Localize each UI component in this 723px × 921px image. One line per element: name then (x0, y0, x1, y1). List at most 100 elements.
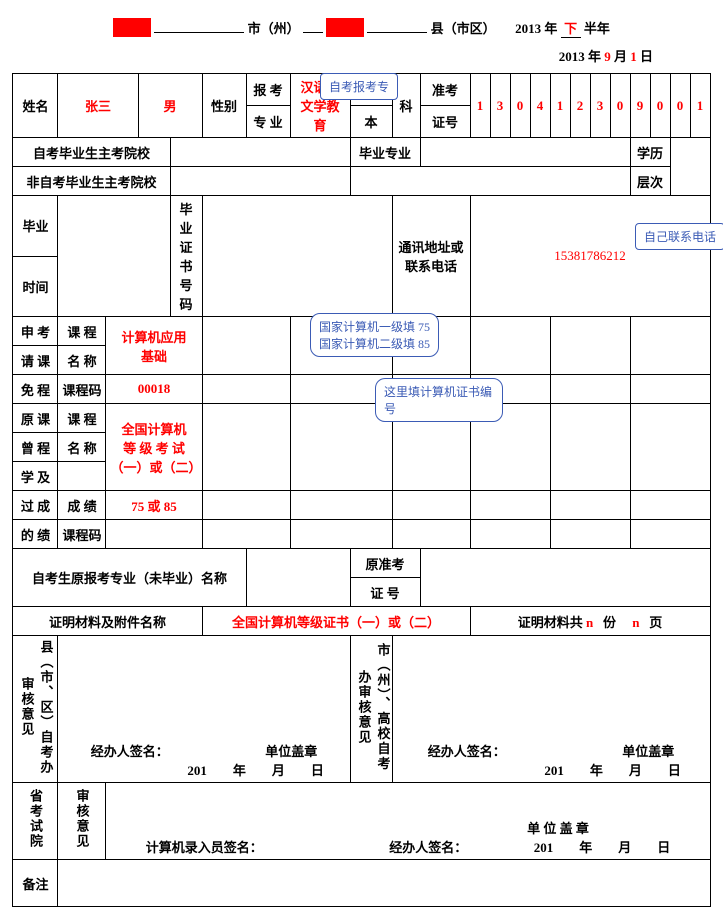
b1-side-3: 免 程 (13, 375, 58, 404)
grad-time-label-2: 时间 (13, 256, 58, 317)
addr-label: 通讯地址或联系电话 (392, 196, 470, 317)
b2-score: 75 或 85 (106, 491, 202, 520)
grad-major-value (420, 138, 630, 167)
prov-label-2: 审核意见 (58, 783, 106, 860)
b2-e2 (202, 520, 290, 549)
materials-label: 证明材料及附件名称 (13, 607, 202, 636)
b2-score-lbl: 成 绩 (58, 491, 106, 520)
phone-value: 15381786212 (470, 196, 710, 317)
remark-value (58, 860, 710, 907)
b1-code: 00018 (106, 375, 202, 404)
b1-d6 (550, 375, 630, 404)
county-review-label: 县（市、区）自考办审核意见 (13, 636, 58, 783)
header-date-line: 2013 年 9 月 1 日 (10, 46, 713, 65)
level-label: 层次 (630, 167, 670, 196)
gender-value: 男 (138, 74, 202, 138)
ticket-6: 3 (590, 74, 610, 138)
grad-time-value (58, 196, 170, 317)
ticket-4: 1 (550, 74, 570, 138)
b1-code-lbl: 课程码 (58, 375, 106, 404)
b1-course-lbl-2: 名 称 (58, 346, 106, 375)
zk-label-2: 本 (350, 106, 392, 138)
red-block-1 (113, 18, 151, 37)
b2-s7 (630, 491, 710, 520)
city-review-box: 经办人签名： 单位盖章 201 年 月 日 (392, 636, 710, 783)
half: 下 (561, 18, 581, 38)
self-exam-school-value (170, 138, 350, 167)
callout-score-hint: 国家计算机一级填 75国家计算机二级填 85 (310, 313, 439, 357)
materials-count: 证明材料共 n 份 n 页 (470, 607, 710, 636)
b2-s3 (290, 491, 392, 520)
remark-label: 备注 (13, 860, 58, 907)
ticket-label-1: 准考 (420, 74, 470, 106)
b2-side-1: 原 课 (13, 404, 58, 433)
prov-label-1: 省考试院 (13, 783, 58, 860)
exam-major-label-2: 专 业 (246, 106, 290, 138)
non-self-exam-school-value (170, 167, 350, 196)
callout-cert-no: 这里填计算机证书编号 (375, 378, 503, 422)
ticket-10: 0 (670, 74, 690, 138)
ticket-9: 0 (650, 74, 670, 138)
callout-phone: 自己联系电话 (635, 223, 723, 250)
b1-side-1: 申 考 (13, 317, 58, 346)
header-region-line: 市（州） 县（市区） 2013 年 下 半年 (10, 18, 713, 38)
callout-exam-major: 自考报考专 (320, 73, 398, 100)
county-label: 县（市区） (431, 21, 496, 36)
form-table: 姓名 张三 男 性别 报 考 汉语言文学教育 专 科 准考 1 3 0 4 1 … (12, 73, 710, 907)
b2-code-lbl: 课程码 (58, 520, 106, 549)
b1-d7 (630, 375, 710, 404)
b2-c6 (550, 404, 630, 491)
gender-label: 性别 (202, 74, 246, 138)
exam-major-label-1: 报 考 (246, 74, 290, 106)
blank-row2 (350, 167, 630, 196)
b1-course-lbl-1: 课 程 (58, 317, 106, 346)
b1-c2 (202, 317, 290, 375)
ticket-label-2: 证号 (420, 106, 470, 138)
orig-ticket-label-1: 原准考 (350, 549, 420, 578)
city-review-label: 市（州）、高校自考办审核意见 (350, 636, 392, 783)
ticket-8: 9 (630, 74, 650, 138)
ticket-7: 0 (610, 74, 630, 138)
prov-review-box: 单 位 盖 章 计算机录入员签名： 经办人签名： 201 年 月 日 (106, 783, 710, 860)
b2-c7 (630, 404, 710, 491)
non-self-exam-school-label: 非自考毕业生主考院校 (13, 167, 170, 196)
b2-side-5: 的 绩 (13, 520, 58, 549)
orig-major-label: 自考生原报考专业（未毕业）名称 (13, 549, 246, 607)
b2-s2 (202, 491, 290, 520)
b2-course-lbl-1: 课 程 (58, 404, 106, 433)
b2-s5 (470, 491, 550, 520)
b2-course-lbl-2: 名 称 (58, 433, 106, 462)
self-exam-school-label: 自考毕业生主考院校 (13, 138, 170, 167)
ticket-1: 3 (490, 74, 510, 138)
materials-value: 全国计算机等级证书（一）或（二） (202, 607, 470, 636)
cert-no-label: 毕业证书号码 (170, 196, 202, 317)
b2-course-name: 全国计算机等 级 考 试（一）或（二） (106, 404, 202, 491)
b2-side-3: 学 及 (13, 462, 58, 491)
name-label: 姓名 (13, 74, 58, 138)
b2-s4 (392, 491, 470, 520)
b2-side-2: 曾 程 (13, 433, 58, 462)
b2-e5 (470, 520, 550, 549)
cert-no-value (202, 196, 392, 317)
b2-c2 (202, 404, 290, 491)
ticket-0: 1 (470, 74, 490, 138)
orig-major-value (246, 549, 350, 607)
b2-e3 (290, 520, 392, 549)
edu-value (670, 138, 710, 196)
b1-c5 (470, 317, 550, 375)
b2-s6 (550, 491, 630, 520)
b1-c6 (550, 317, 630, 375)
ticket-11: 1 (690, 74, 710, 138)
b1-course-name: 计算机应用基础 (106, 317, 202, 375)
ticket-3: 4 (530, 74, 550, 138)
city-label: 市（州） (248, 21, 300, 36)
b2-code (106, 520, 202, 549)
b2-e7 (630, 520, 710, 549)
year1: 2013 (515, 21, 541, 36)
orig-ticket-value (420, 549, 710, 607)
grad-major-label: 毕业专业 (350, 138, 420, 167)
b1-c7 (630, 317, 710, 375)
b2-blank (58, 462, 106, 491)
b1-side-2: 请 课 (13, 346, 58, 375)
grad-time-label-1: 毕业 (13, 196, 58, 257)
